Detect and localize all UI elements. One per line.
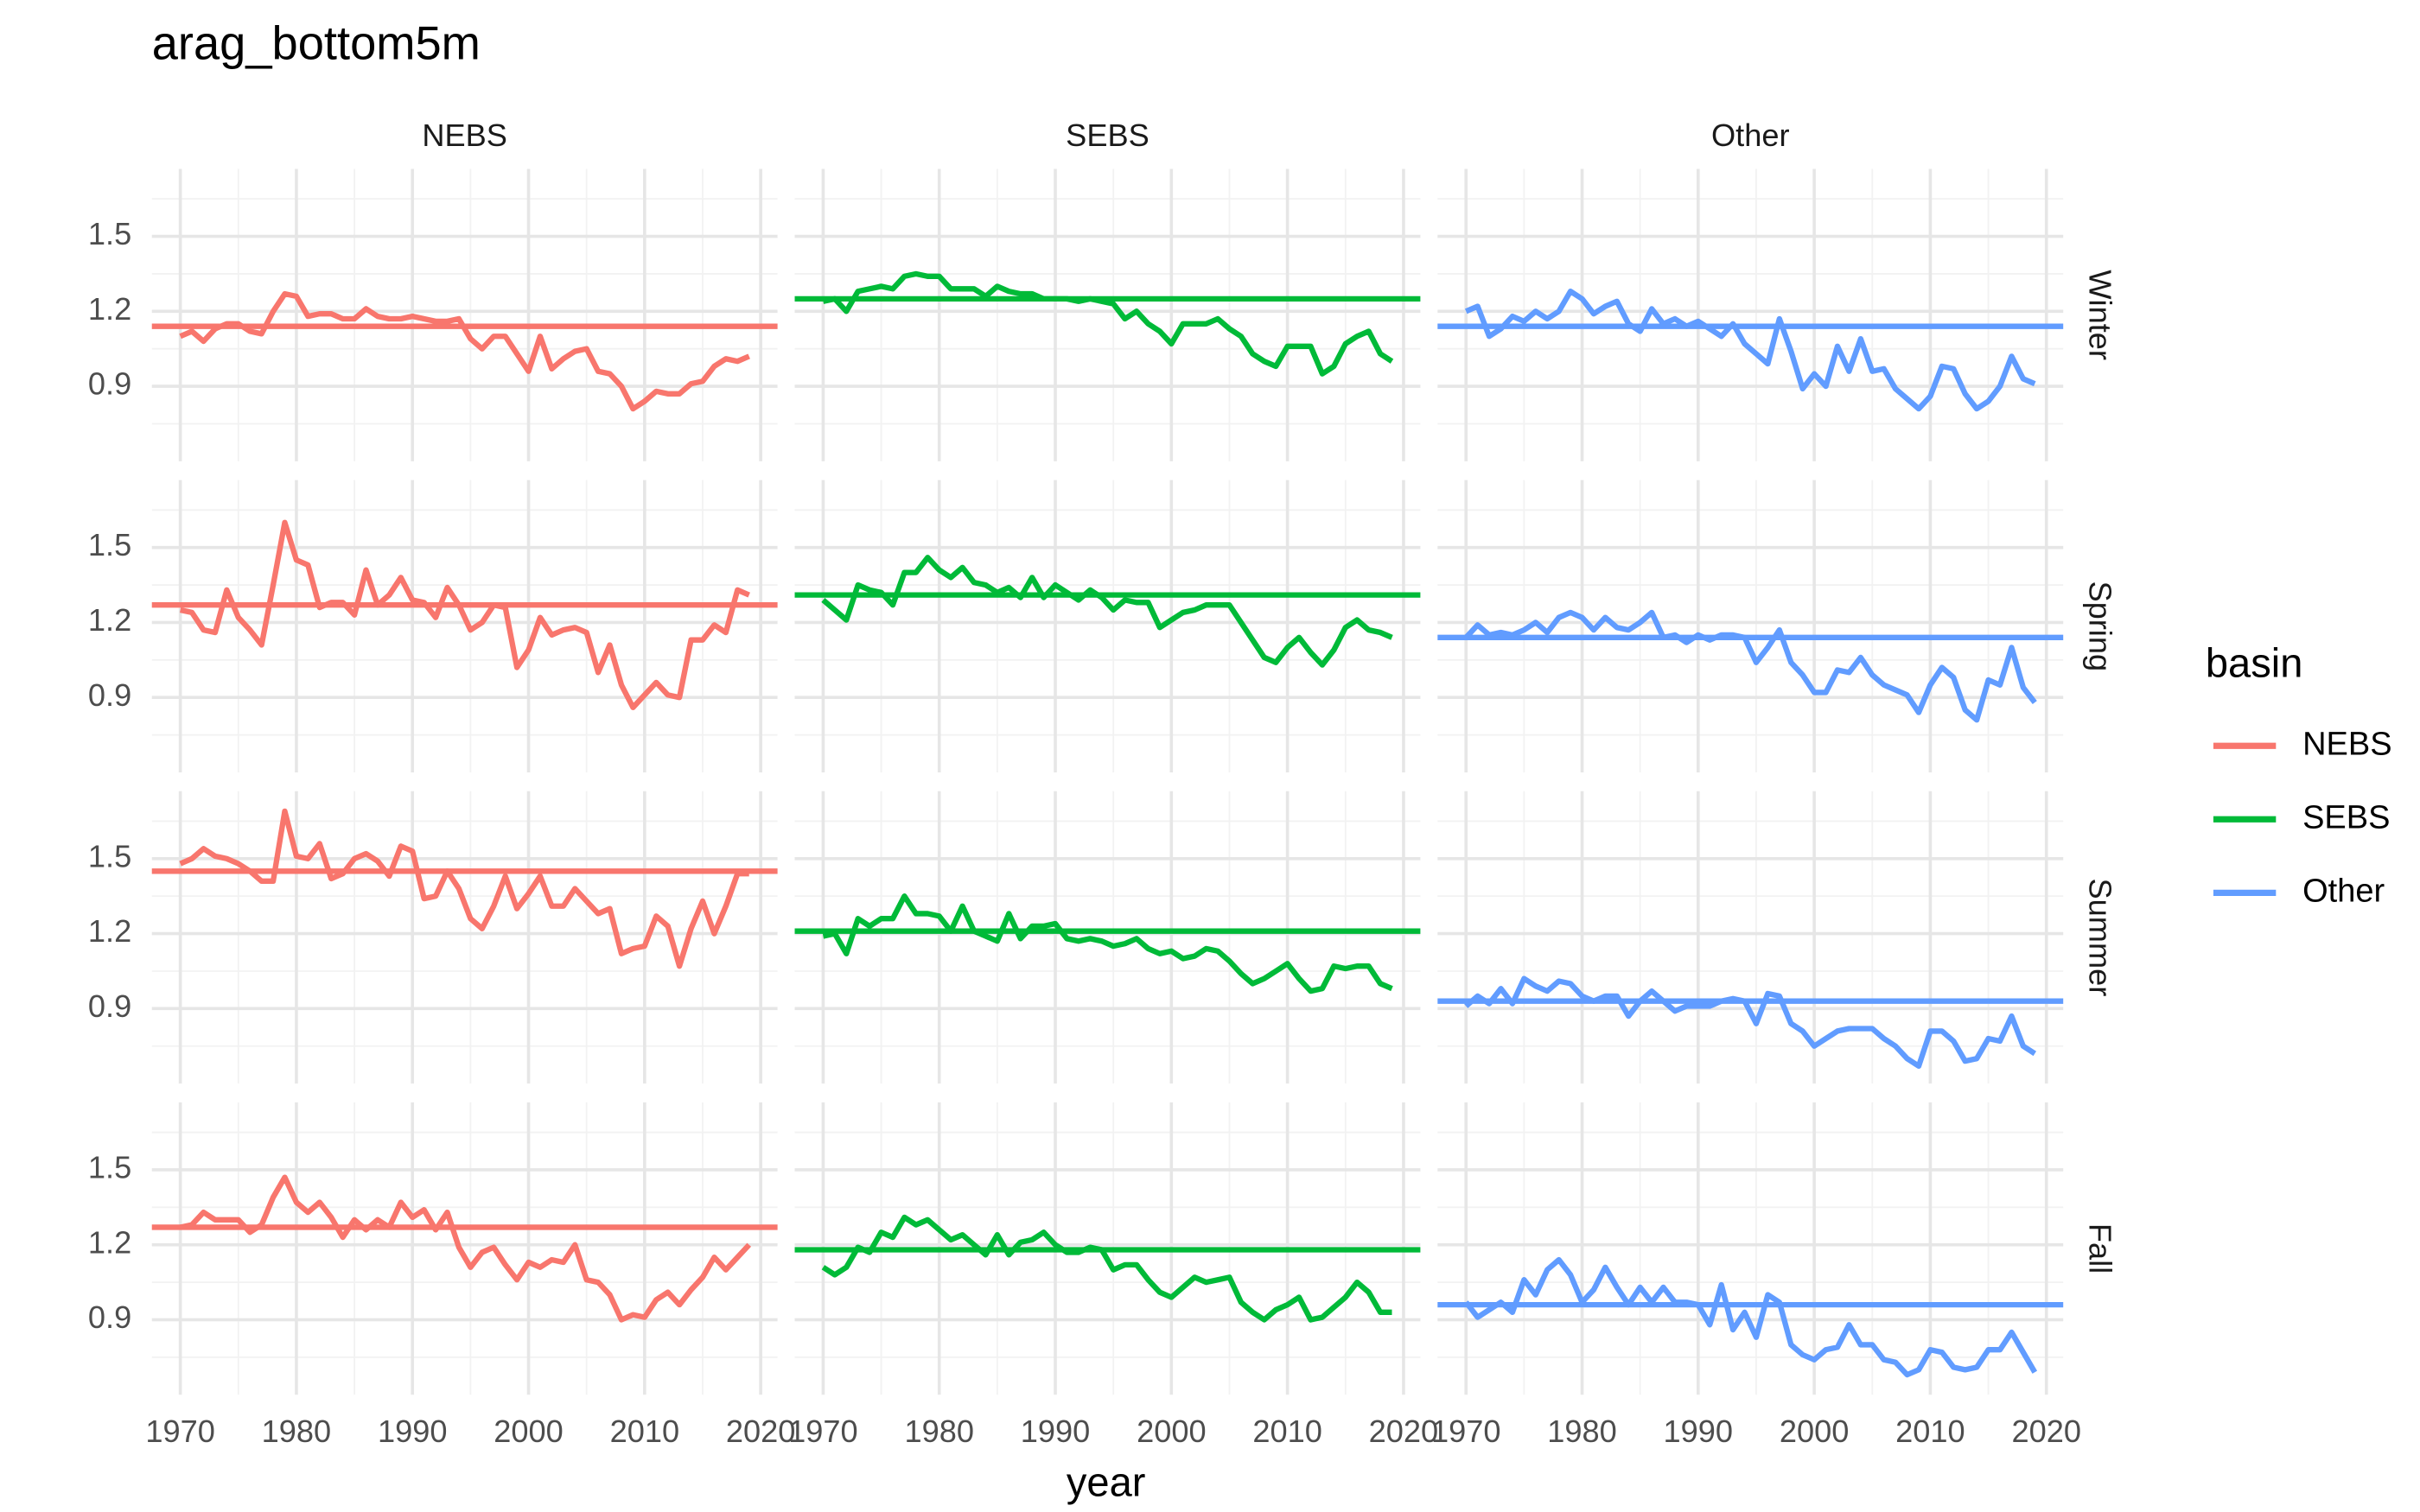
y-tick-label: 0.9 bbox=[88, 366, 131, 402]
data-line bbox=[179, 519, 750, 710]
data-line bbox=[179, 1174, 752, 1323]
data-line bbox=[822, 270, 1394, 377]
y-tick-label: 1.2 bbox=[88, 602, 131, 638]
x-tick-label: 2020 bbox=[726, 1414, 796, 1449]
data-line bbox=[1463, 609, 2037, 723]
data-line bbox=[1463, 1256, 2038, 1378]
data-line bbox=[1464, 289, 2036, 412]
x-tick-label: 2010 bbox=[1252, 1414, 1322, 1449]
x-tick-label: 2010 bbox=[1895, 1414, 1965, 1449]
x-tick-label: 2000 bbox=[494, 1414, 564, 1449]
x-tick-label: 2010 bbox=[610, 1414, 680, 1449]
y-tick-label: 0.9 bbox=[88, 677, 131, 713]
y-tick-label: 1.5 bbox=[88, 1150, 131, 1185]
row-strip-label: Winter bbox=[2082, 270, 2118, 360]
data-line bbox=[179, 290, 750, 412]
panel bbox=[794, 168, 1421, 461]
x-tick-label: 1980 bbox=[1547, 1414, 1617, 1449]
row-strip-label: Summer bbox=[2082, 879, 2118, 997]
x-tick-label: 1970 bbox=[788, 1414, 858, 1449]
x-tick-label: 1990 bbox=[378, 1414, 448, 1449]
data-line bbox=[822, 893, 1393, 994]
legend-title: basin bbox=[2206, 639, 2302, 685]
panel bbox=[794, 791, 1421, 1084]
x-tick-label: 1980 bbox=[262, 1414, 332, 1449]
x-tick-label: 1970 bbox=[145, 1414, 215, 1449]
y-tick-label: 1.2 bbox=[88, 913, 131, 949]
panel bbox=[1437, 480, 2064, 773]
panel bbox=[1437, 168, 2064, 461]
panel bbox=[794, 480, 1421, 773]
chart-title: arag_bottom5m bbox=[152, 17, 481, 70]
legend-label: Other bbox=[2302, 873, 2385, 909]
x-tick-label: 2020 bbox=[1369, 1414, 1439, 1449]
panel bbox=[1437, 1102, 2064, 1395]
data-line bbox=[821, 555, 1393, 668]
y-tick-label: 1.5 bbox=[88, 527, 131, 562]
panel bbox=[151, 1102, 778, 1395]
data-line bbox=[821, 1214, 1392, 1323]
y-tick-label: 1.2 bbox=[88, 291, 131, 327]
column-strip-label: SEBS bbox=[1066, 118, 1150, 153]
panel bbox=[151, 168, 778, 461]
panel bbox=[1437, 791, 2064, 1084]
y-tick-label: 0.9 bbox=[88, 988, 131, 1024]
row-strip-label: Spring bbox=[2082, 581, 2118, 671]
y-tick-label: 0.9 bbox=[88, 1299, 131, 1335]
x-axis-label: year bbox=[1067, 1459, 1146, 1505]
x-tick-label: 2000 bbox=[1137, 1414, 1207, 1449]
column-strip-label: NEBS bbox=[422, 118, 507, 153]
y-tick-label: 1.2 bbox=[88, 1224, 131, 1260]
row-strip-label: Fall bbox=[2082, 1223, 2118, 1274]
legend-label: SEBS bbox=[2302, 799, 2390, 835]
x-tick-label: 1990 bbox=[1021, 1414, 1091, 1449]
panel bbox=[794, 1102, 1421, 1395]
x-tick-label: 1990 bbox=[1664, 1414, 1734, 1449]
x-tick-label: 1980 bbox=[904, 1414, 974, 1449]
legend-label: NEBS bbox=[2302, 726, 2391, 762]
x-tick-label: 2020 bbox=[2011, 1414, 2081, 1449]
x-tick-label: 1970 bbox=[1431, 1414, 1501, 1449]
y-tick-label: 1.5 bbox=[88, 216, 131, 251]
x-tick-label: 2000 bbox=[1780, 1414, 1850, 1449]
panel bbox=[151, 791, 778, 1084]
column-strip-label: Other bbox=[1711, 118, 1790, 153]
y-tick-label: 1.5 bbox=[88, 838, 131, 874]
data-line bbox=[179, 808, 749, 969]
panel bbox=[151, 480, 778, 773]
data-line bbox=[1464, 975, 2037, 1070]
